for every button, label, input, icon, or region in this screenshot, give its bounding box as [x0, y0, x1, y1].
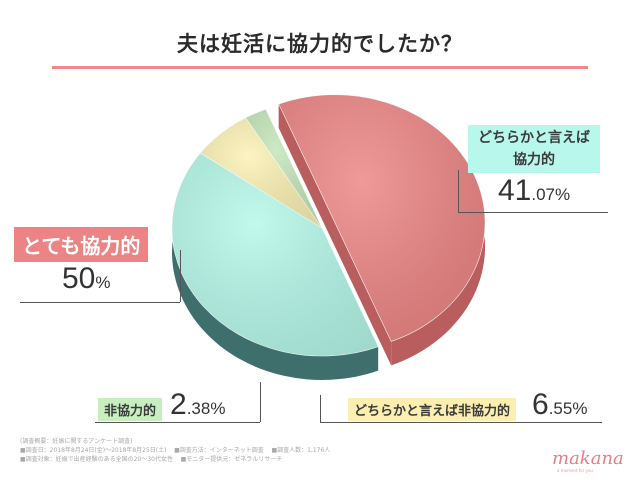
leader-somewhat-not-up	[320, 395, 321, 422]
logo-tagline: a moment for you	[557, 468, 593, 473]
value-not-cooperative: 2.38%	[170, 388, 226, 421]
title-divider	[52, 66, 588, 69]
pie-cut-very-0	[278, 104, 335, 247]
pie-slice-shade-not	[245, 109, 322, 228]
value-somewhat-not-cooperative: 6.55%	[532, 388, 588, 421]
leader-not	[95, 422, 260, 423]
leader-very-up	[180, 250, 181, 302]
label-not-cooperative: 非協力的	[98, 398, 163, 421]
label-somewhat-not-cooperative: どちらかと言えば非協力的	[348, 398, 517, 421]
label-very-cooperative: とても協力的	[14, 227, 149, 262]
pie-slice-shade-somewhat-not	[200, 117, 322, 228]
leader-very	[20, 302, 180, 303]
page-title: 夫は妊活に協力的でしたか？	[177, 32, 463, 56]
pie-cut-very-1	[334, 222, 392, 366]
pie-slice-shade-somewhat	[172, 153, 379, 356]
pie-top-faces	[171, 94, 486, 357]
value-somewhat-cooperative: 41.07%	[498, 174, 571, 207]
pie-slice-shade-very	[278, 94, 486, 342]
value-very-cooperative: 50%	[62, 262, 111, 295]
leader-not-up	[260, 382, 261, 422]
makana-logo: makana	[552, 448, 624, 469]
leader-somewhat	[458, 212, 608, 213]
leader-somewhat-up	[458, 170, 459, 212]
leader-somewhat-not	[320, 422, 602, 423]
survey-notes: (調査概要：妊娠に関するアンケート調査) ■調査日：2018年8月24日(金)〜…	[20, 438, 331, 463]
label-somewhat-cooperative: どちらかと言えば 協力的	[468, 125, 600, 173]
